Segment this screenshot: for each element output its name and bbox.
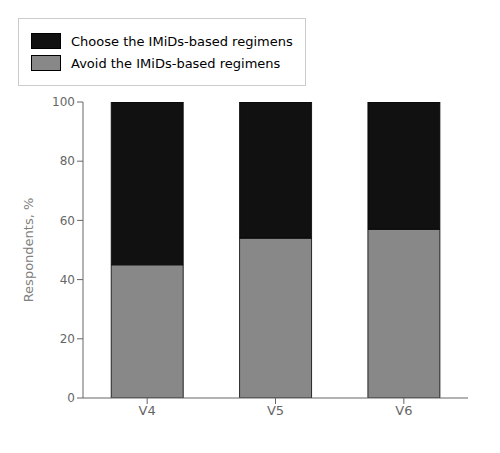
svg-text:100: 100 — [52, 95, 75, 109]
svg-text:60: 60 — [60, 214, 75, 228]
html-text:Avoid the IMiDs-based regimens: Avoid the IMiDs-based regimens — [71, 55, 281, 71]
svg-text:40: 40 — [60, 273, 75, 287]
svg-text:0: 0 — [67, 391, 75, 405]
svg-text:V6: V6 — [395, 403, 412, 418]
svg-text:V4: V4 — [139, 403, 156, 418]
svg-text:Respondents, %: Respondents, % — [21, 198, 36, 303]
svg-text:V5: V5 — [267, 403, 284, 418]
html-text:Choose the IMiDs-based regimen: Choose the IMiDs-based regimens — [71, 33, 293, 49]
svg-text:80: 80 — [60, 154, 75, 168]
svg-text:20: 20 — [60, 332, 75, 346]
